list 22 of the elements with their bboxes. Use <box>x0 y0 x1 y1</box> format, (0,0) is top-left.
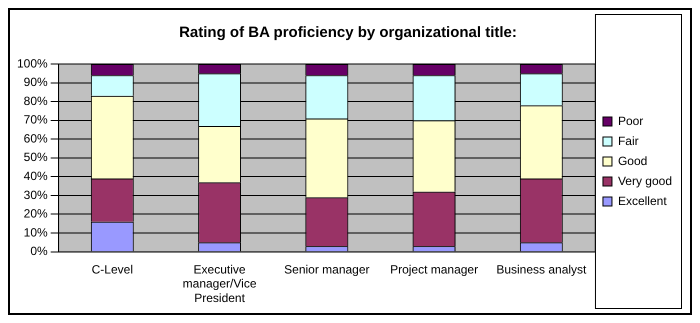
legend-label: Poor <box>618 114 644 128</box>
x-tick-label: Project manager <box>390 262 478 276</box>
legend-label: Excellent <box>618 194 668 208</box>
y-tick-label: 80% <box>24 94 48 108</box>
chart-title: Rating of BA proficiency by organizational title: <box>179 24 517 42</box>
y-tick-label: 100% <box>16 56 48 70</box>
legend-label: Very good <box>618 174 672 188</box>
y-tick-label: 50% <box>24 150 48 164</box>
x-tick-label: Executive manager/Vice President <box>182 262 257 306</box>
y-tick-label: 0% <box>30 244 48 258</box>
legend-label: Good <box>618 154 648 168</box>
x-tick-label: Senior manager <box>284 262 370 276</box>
y-tick-label: 20% <box>24 206 48 221</box>
y-tick-label: 60% <box>24 131 48 146</box>
y-tick-label: 90% <box>24 75 48 90</box>
x-tick-label: C-Level <box>92 262 133 276</box>
y-tick-label: 40% <box>24 168 48 183</box>
y-tick-label: 10% <box>24 225 48 240</box>
x-tick-label: Business analyst <box>496 262 588 276</box>
legend-label: Fair <box>618 134 639 148</box>
y-tick-label: 30% <box>24 188 48 202</box>
y-tick-label: 70% <box>24 112 48 127</box>
